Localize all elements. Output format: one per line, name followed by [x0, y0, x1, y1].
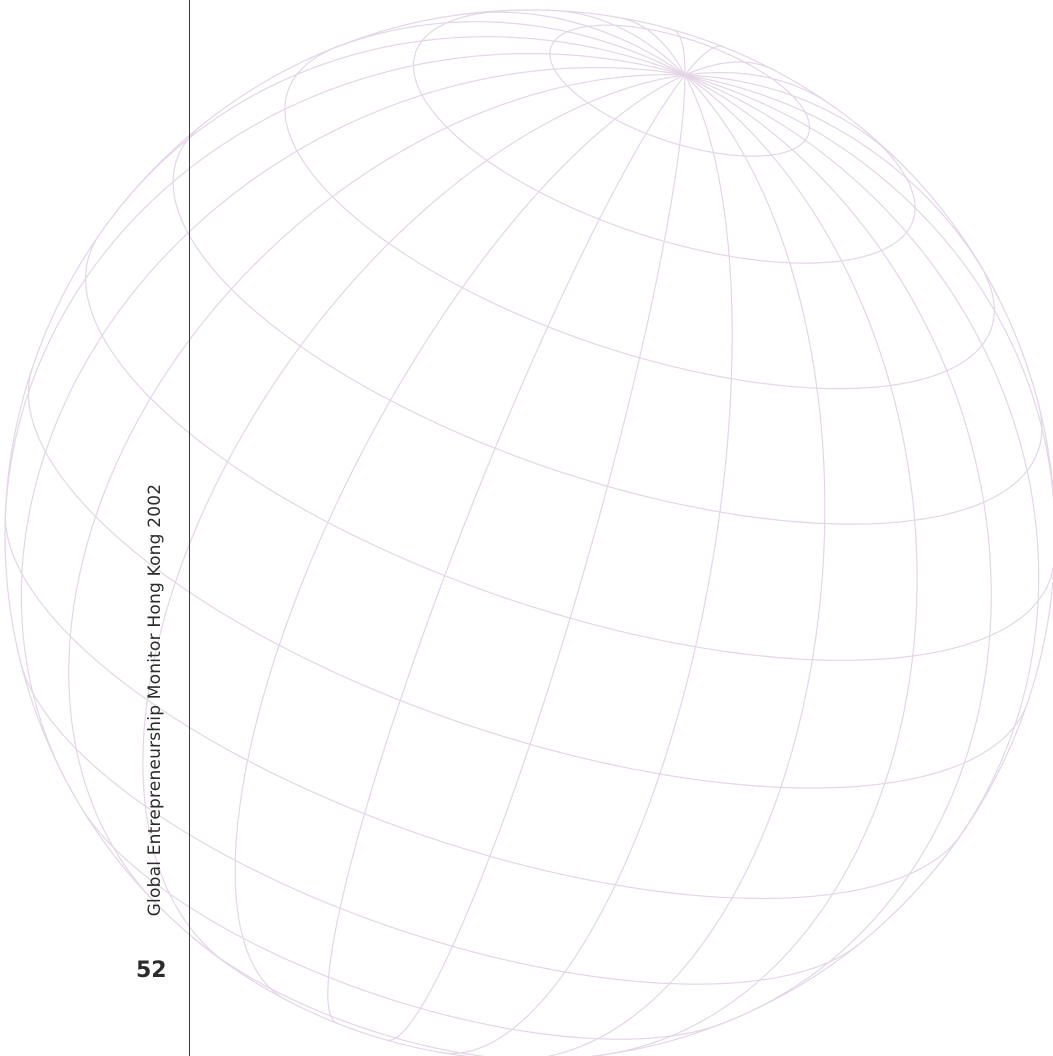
globe-gridline: [672, 29, 686, 75]
globe-gridline: [684, 45, 724, 76]
globe-gridline: [4, 52, 686, 555]
globe-gridline: [4, 511, 962, 900]
globe-gridline: [192, 936, 486, 1056]
page-number: 52: [136, 958, 167, 983]
globe-gridline: [684, 74, 992, 1022]
globe-gridline: [20, 67, 686, 797]
globe-gridline: [593, 74, 918, 1056]
globe-gridline: [684, 61, 777, 76]
globe-gridline: [84, 234, 1053, 661]
globe-gridline: [234, 74, 686, 1002]
globe-gridline: [284, 44, 995, 390]
globe-gridline: [684, 74, 1053, 501]
globe-gridline: [27, 366, 1028, 789]
globe-gridline: [79, 805, 728, 1040]
globe-gridline: [546, 74, 826, 1056]
globe-gridline: [438, 74, 733, 1054]
globe-gridline: [68, 73, 686, 912]
globe-gridline: [105, 36, 686, 227]
globe-gridline: [549, 24, 811, 157]
globe-outline: [4, 9, 1053, 1056]
globe-gridline: [616, 16, 686, 76]
globe-gridline: [684, 72, 836, 109]
globe-gridline: [546, 9, 686, 76]
running-title: Global Entrepreneurship Monitor Hong Kon…: [145, 483, 165, 917]
globe-gridline: [684, 74, 1040, 875]
globe-gridline: [684, 74, 1000, 300]
globe-gridline: [142, 74, 686, 970]
globe-gridline: [305, 21, 686, 76]
margin-rule: [189, 0, 190, 1056]
globe-gridline: [412, 9, 916, 264]
globe-gridline: [19, 661, 859, 985]
globe-gridline: [327, 74, 686, 1025]
globe-gridline: [385, 75, 686, 1041]
